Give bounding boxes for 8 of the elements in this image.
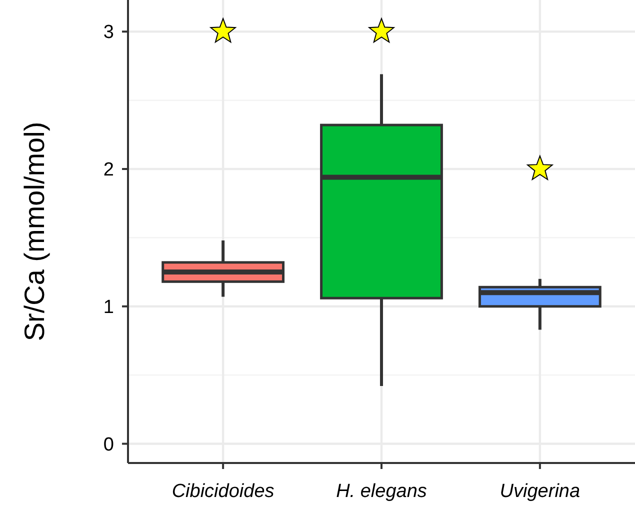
y-axis-title: Sr/Ca (mmol/mol): [19, 122, 50, 342]
y-tick-label: 2: [103, 160, 114, 181]
x-tick-label: H. elegans: [336, 481, 428, 502]
y-tick-label: 0: [103, 434, 114, 456]
x-tick-label: Cibicidoides: [172, 481, 275, 502]
x-tick-label: Uvigerina: [500, 481, 580, 502]
y-tick-label: 3: [103, 22, 114, 44]
y-tick-label: 1: [103, 297, 114, 318]
